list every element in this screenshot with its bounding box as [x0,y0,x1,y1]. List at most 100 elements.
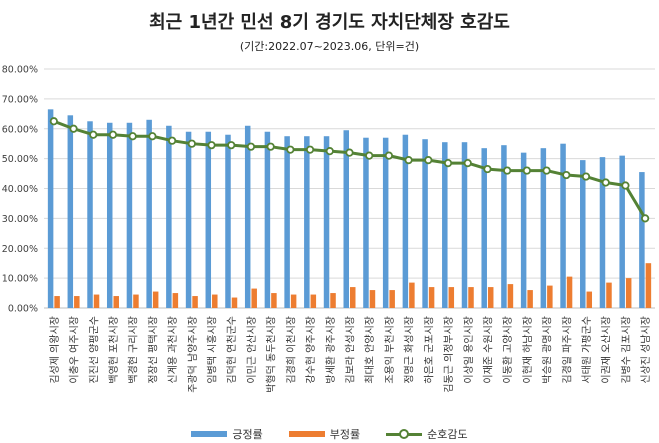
bar-positive [106,122,113,309]
x-category-label: 신계용 과천시장 [167,316,179,384]
point-net-favorability [69,124,78,133]
bar-negative [606,282,612,308]
bar-positive [284,136,290,308]
point-net-favorability [148,132,157,141]
point-net-favorability [227,141,236,150]
point-net-favorability [246,142,256,151]
x-category-label: 김성제 의왕시장 [49,316,61,384]
point-net-favorability [641,214,650,223]
point-net-favorability [365,151,374,160]
bar-positive [580,160,586,308]
x-category-label: 이동환 고양시장 [502,316,514,384]
bar-positive [639,172,645,308]
y-tick-label: 30.00% [2,214,38,225]
point-net-favorability [424,156,433,165]
legend-swatch-negative [288,431,325,437]
point-net-favorability [384,151,394,160]
bar-positive [47,109,54,308]
bar-positive [146,119,152,308]
bar-positive [343,130,349,308]
point-net-favorability [404,156,413,165]
point-net-favorability [207,141,216,150]
y-tick-label: 10.00% [2,274,38,285]
bar-negative [54,296,60,308]
bar-negative [271,293,277,308]
bar-negative [192,296,198,308]
point-net-favorability [305,145,315,154]
x-category-label: 정명근 화성시장 [404,316,416,384]
x-category-label: 정장선 평택시장 [147,316,159,384]
bar-negative [547,285,553,308]
bar-positive [501,145,507,308]
x-category-label: 박승원 광명시장 [542,316,554,384]
legend-swatch-positive [191,431,228,437]
x-category-label: 신상진 성남시장 [640,316,652,384]
point-net-favorability [522,166,531,175]
bar-positive [67,115,74,309]
bar-positive [304,136,310,308]
bar-negative [330,293,336,308]
x-category-label: 방세환 광주시장 [325,316,337,384]
bar-negative [212,294,218,308]
y-tick-label: 80.00% [2,65,38,76]
y-tick-label: 50.00% [2,154,38,165]
bar-positive [619,155,625,308]
bar-positive [599,157,606,308]
point-net-favorability [581,172,591,181]
point-net-favorability [108,130,118,139]
bar-negative [487,287,494,308]
bar-negative [93,294,100,308]
legend-label-negative: 부정률 [329,428,361,441]
x-category-label: 김병수 김포시장 [620,316,632,384]
x-category-label: 김덕현 연천군수 [226,316,238,384]
bar-negative [409,282,415,308]
bar-negative [507,284,514,308]
point-net-favorability [286,145,295,154]
bar-negative [448,287,455,308]
legend-swatch-net [386,429,423,439]
x-category-label: 김경희 이천시장 [284,316,297,384]
point-net-favorability [621,181,630,190]
bar-positive [363,137,369,308]
x-category-label: 이현재 하남시장 [521,316,534,384]
point-net-favorability [483,164,492,174]
bar-positive [402,134,409,308]
x-category-label: 강수현 양주시장 [305,316,317,384]
x-category-label: 이상일 용인시장 [463,316,475,384]
bar-positive [126,122,133,309]
point-net-favorability [89,130,98,139]
bar-positive [520,152,527,308]
legend-item-net: 순호감도 [386,426,468,442]
bar-negative [310,294,317,308]
bar-positive [87,121,93,308]
x-category-label: 김보라 안성시장 [345,316,357,384]
bar-negative [389,290,395,308]
point-net-favorability [463,159,472,168]
bar-negative [74,296,80,308]
point-net-favorability [443,159,453,168]
bar-positive [422,139,428,308]
bar-negative [172,293,179,308]
x-category-label: 이충우 여주시장 [69,316,81,384]
bar-positive [166,125,172,308]
x-category-label: 백경현 구리시장 [127,316,140,384]
y-tick-label: 40.00% [2,184,38,195]
bar-positive [461,142,468,308]
y-tick-label: 20.00% [2,244,38,255]
bar-negative [290,294,297,308]
x-category-label: 김동근 의정부시장 [443,316,455,393]
point-net-favorability [601,178,610,187]
bar-positive [323,136,330,308]
bar-positive [264,131,271,308]
bar-negative [152,291,159,308]
bar-positive [205,131,212,308]
point-net-favorability [345,148,354,157]
x-category-label: 최대호 안양시장 [364,316,376,384]
legend-label-net: 순호감도 [427,428,468,441]
x-category-label: 김경일 파주시장 [560,316,573,384]
x-category-label: 박형덕 동두천시장 [266,316,278,393]
bar-positive [560,143,566,308]
x-category-label: 진진선 양평군수 [88,316,100,384]
point-net-favorability [187,139,196,148]
